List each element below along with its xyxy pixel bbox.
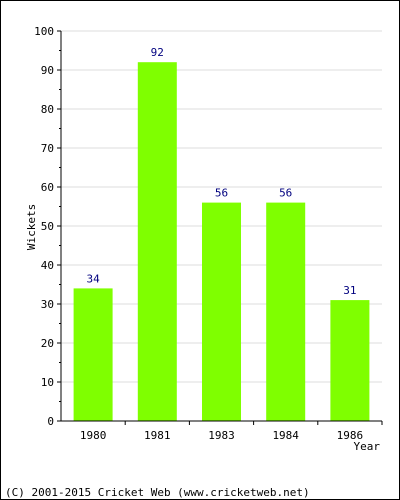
y-tick-label: 50 xyxy=(41,220,54,233)
x-axis-title: Year xyxy=(354,440,381,453)
x-tick-label: 1986 xyxy=(337,429,364,442)
y-tick-label: 60 xyxy=(41,181,54,194)
data-label: 56 xyxy=(215,187,228,200)
data-label: 34 xyxy=(86,272,100,285)
y-tick-label: 30 xyxy=(41,298,54,311)
bar-chart: 0 10 20 30 40 50 60 70 80 90 100 34 1980 92 1981 56 1983… xyxy=(25,25,383,453)
x-tick-label: 1983 xyxy=(208,429,235,442)
y-tick-label: 100 xyxy=(34,25,54,38)
y-tick-label: 40 xyxy=(41,259,54,272)
bar xyxy=(330,300,370,421)
x-tick-label: 1980 xyxy=(80,429,107,442)
x-tick-label: 1984 xyxy=(272,429,299,442)
bar xyxy=(73,288,113,421)
y-tick-label: 90 xyxy=(41,64,54,77)
x-tick-label: 1981 xyxy=(144,429,171,442)
y-tick-label: 0 xyxy=(47,415,54,428)
bar xyxy=(202,202,241,421)
y-tick-label: 80 xyxy=(41,103,54,116)
y-tick-label: 70 xyxy=(41,142,54,155)
bar xyxy=(137,62,177,421)
y-tick-label: 20 xyxy=(41,337,54,350)
data-label: 92 xyxy=(151,46,164,59)
copyright-footer: (C) 2001-2015 Cricket Web (www.cricketwe… xyxy=(5,486,310,499)
data-label: 56 xyxy=(279,187,292,200)
y-tick-label: 10 xyxy=(41,376,54,389)
bar xyxy=(266,202,306,421)
y-axis-title: Wickets xyxy=(25,204,38,250)
data-label: 31 xyxy=(343,284,356,297)
